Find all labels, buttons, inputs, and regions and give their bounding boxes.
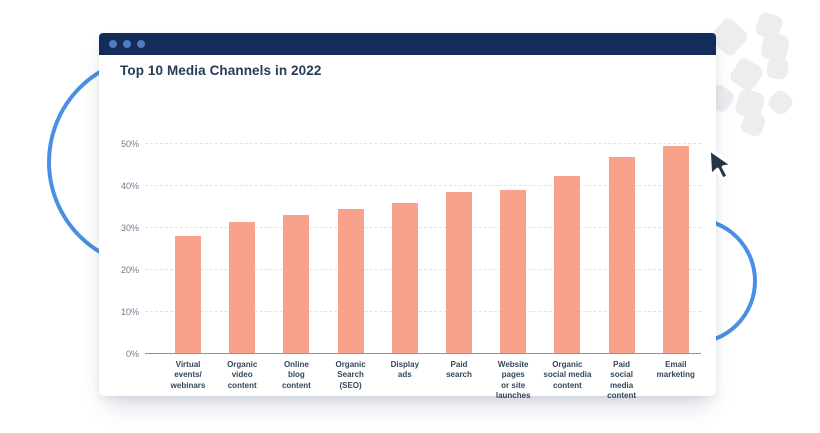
x-axis-category-label: Display ads — [390, 360, 420, 380]
bar — [554, 175, 581, 354]
bar — [283, 215, 310, 354]
mouse-cursor-icon — [707, 147, 735, 182]
x-axis-category-label: Organic Search (SEO) — [335, 360, 366, 390]
chart-title: Top 10 Media Channels in 2022 — [120, 63, 322, 78]
window-control-dot[interactable] — [109, 40, 117, 48]
x-axis-category-label: Email marketing — [656, 360, 695, 380]
window-control-dot[interactable] — [123, 40, 131, 48]
x-axis-line — [145, 353, 701, 354]
gridline — [145, 227, 701, 228]
y-axis-tick-label: 50% — [120, 139, 139, 149]
y-axis-tick-label: 30% — [120, 223, 139, 233]
bar — [337, 209, 364, 354]
bar — [175, 236, 201, 354]
bar — [608, 156, 635, 354]
window-control-dot[interactable] — [137, 40, 145, 48]
gridline — [145, 311, 701, 312]
bar-chart: 0% 10% 20% 30% 40% 50% Virtual events/ webinar… — [121, 139, 701, 400]
y-axis-tick-label: 0% — [125, 349, 139, 359]
x-axis-category-label: Virtual events/ webinars — [170, 360, 206, 390]
window-titlebar — [99, 33, 716, 55]
gridline — [145, 269, 701, 270]
x-axis-category-label: Online blog content — [281, 360, 311, 390]
gridline — [145, 185, 701, 186]
gridline — [145, 143, 701, 144]
y-axis-tick-label: 20% — [120, 265, 139, 275]
x-axis-category-label: Organic social media content — [543, 360, 592, 390]
x-axis-category-label: Website pages or site launches — [495, 360, 531, 401]
confetti-shape — [765, 56, 790, 81]
x-axis-category-label: Paid search — [446, 360, 472, 380]
window-content: Top 10 Media Channels in 2022 0% 10% 20% 30… — [99, 55, 716, 400]
confetti-shape — [727, 55, 766, 94]
y-axis-tick-label: 10% — [120, 307, 139, 317]
confetti-shape — [765, 87, 796, 118]
bar — [500, 190, 527, 354]
x-axis-category-label: Paid social media content — [607, 360, 637, 401]
bar — [229, 221, 256, 354]
browser-window: Top 10 Media Channels in 2022 0% 10% 20% 30… — [99, 33, 716, 400]
y-axis-tick-label: 40% — [120, 181, 139, 191]
bar — [662, 146, 689, 354]
bar — [446, 192, 472, 354]
bar — [391, 202, 418, 354]
x-axis-category-label: Organic video content — [227, 360, 258, 390]
